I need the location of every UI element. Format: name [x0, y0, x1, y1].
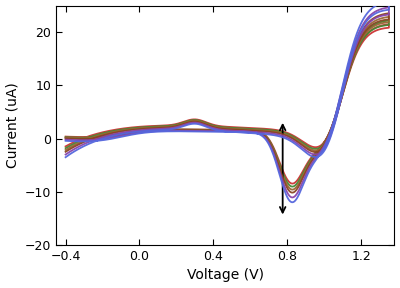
- X-axis label: Voltage (V): Voltage (V): [187, 268, 264, 283]
- Y-axis label: Current (uA): Current (uA): [6, 82, 20, 168]
